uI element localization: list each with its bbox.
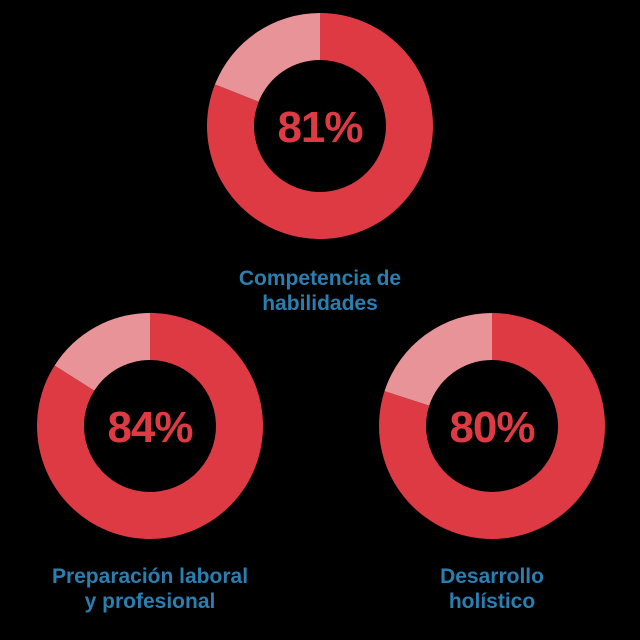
donut-percent-label: 81% [277, 103, 362, 152]
donut-chart-holistic: 80% Desarrollo holístico [367, 300, 617, 614]
donut-caption-line-1: Competencia de [238, 267, 402, 290]
donut-percent-label: 80% [449, 403, 534, 452]
donut-caption-line-2: holístico [448, 590, 536, 613]
donut-chart-svg: 80% [379, 313, 605, 539]
donut-remainder-slice [384, 313, 492, 406]
donut-value-slice [37, 313, 263, 539]
donut-caption-line-2: y profesional [84, 590, 216, 613]
donut-percent-label: 84% [107, 403, 192, 452]
donut-chart-work-readiness: 84% Preparación laboral y profesional [25, 300, 275, 614]
donut-remainder-slice [54, 313, 150, 391]
donut-chart-skills: 81% Competencia de habilidades [200, 0, 440, 316]
donut-value-slice [379, 313, 605, 539]
donut-chart-svg: 81% [207, 13, 433, 239]
donut-caption: Competencia de habilidades [200, 266, 440, 316]
donut-caption-line-2: habilidades [262, 292, 378, 315]
donut-caption: Preparación laboral y profesional [15, 564, 285, 614]
donut-chart-svg: 84% [37, 313, 263, 539]
donut-value-slice [207, 13, 433, 239]
donut-remainder-slice [214, 13, 320, 102]
donut-caption: Desarrollo holístico [367, 564, 617, 614]
donut-caption-line-1: Desarrollo [440, 565, 544, 588]
donut-caption-line-1: Preparación laboral [51, 565, 249, 588]
